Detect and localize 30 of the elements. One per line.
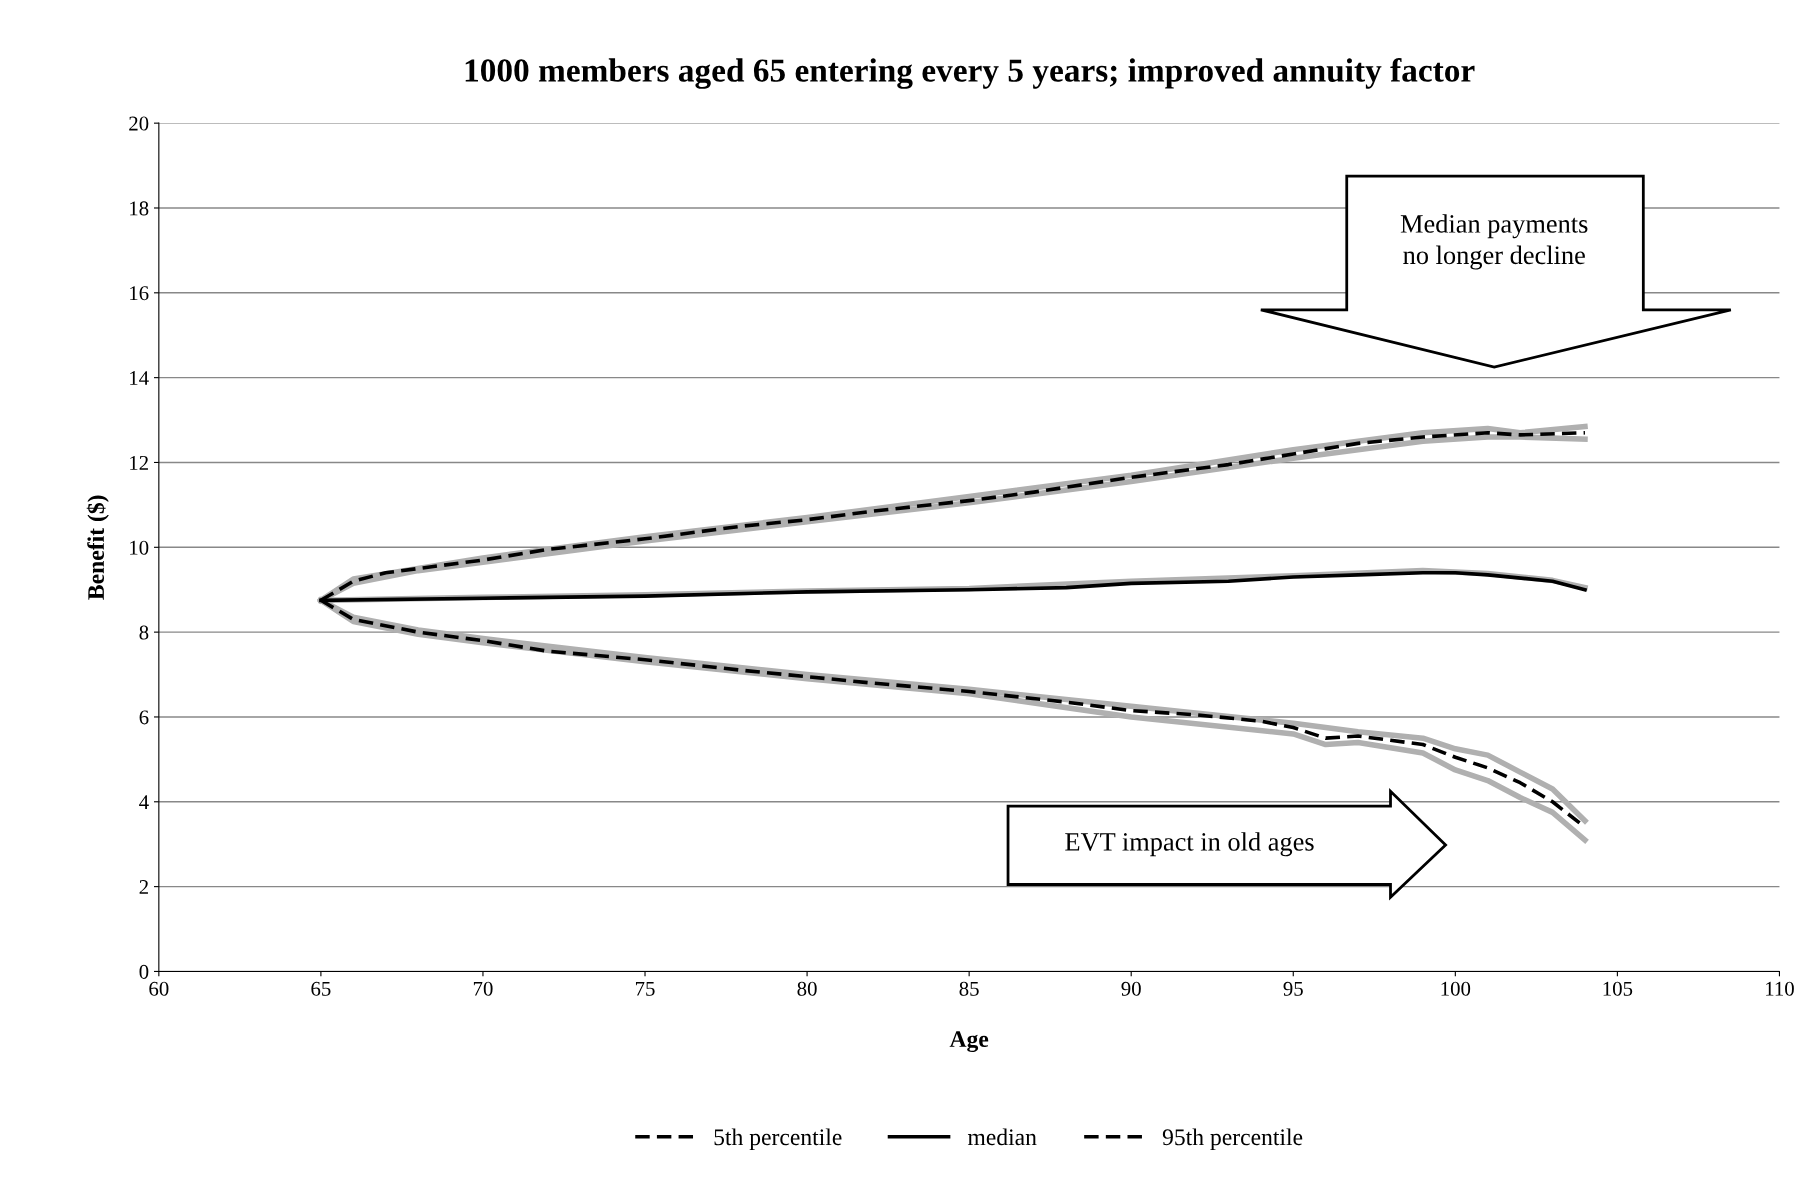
y-tick-label: 16 bbox=[130, 286, 149, 301]
x-tick-label: 60 bbox=[149, 981, 169, 996]
x-tick-label: 105 bbox=[1603, 981, 1633, 996]
x-axis-title: Age bbox=[949, 1031, 989, 1053]
x-tick-label: 85 bbox=[959, 981, 979, 996]
x-tick-label: 65 bbox=[311, 981, 331, 996]
x-tick-label: 70 bbox=[473, 981, 493, 996]
legend-label: 5th percentile bbox=[714, 1128, 842, 1150]
y-tick-label: 18 bbox=[130, 201, 149, 216]
x-tick-label: 95 bbox=[1283, 981, 1303, 996]
y-tick-label: 0 bbox=[139, 964, 149, 979]
chart-title: 1000 members aged 65 entering every 5 years; improved annuity factor bbox=[465, 58, 1475, 89]
annotation: EVT impact in old ages bbox=[1065, 832, 1314, 857]
y-tick-label: 8 bbox=[139, 625, 149, 640]
x-tick-label: 90 bbox=[1121, 981, 1141, 996]
x-tick-label: 110 bbox=[1766, 981, 1794, 996]
x-tick-label: 100 bbox=[1441, 981, 1471, 996]
y-tick-label: 12 bbox=[130, 455, 148, 470]
legend-label: 95th percentile bbox=[1162, 1128, 1303, 1150]
legend-label: median bbox=[967, 1128, 1037, 1146]
y-tick-label: 2 bbox=[139, 880, 148, 894]
y-axis-title: Benefit ($) bbox=[86, 495, 109, 600]
y-tick-label: 10 bbox=[130, 540, 149, 555]
annotation: Median payments no longer decline bbox=[1400, 214, 1588, 270]
x-tick-label: 80 bbox=[797, 981, 817, 996]
y-tick-label: 4 bbox=[139, 795, 149, 810]
y-tick-label: 6 bbox=[139, 710, 149, 725]
y-tick-label: 14 bbox=[130, 371, 149, 385]
y-tick-label: 20 bbox=[129, 116, 149, 131]
x-tick-label: 75 bbox=[635, 981, 655, 996]
